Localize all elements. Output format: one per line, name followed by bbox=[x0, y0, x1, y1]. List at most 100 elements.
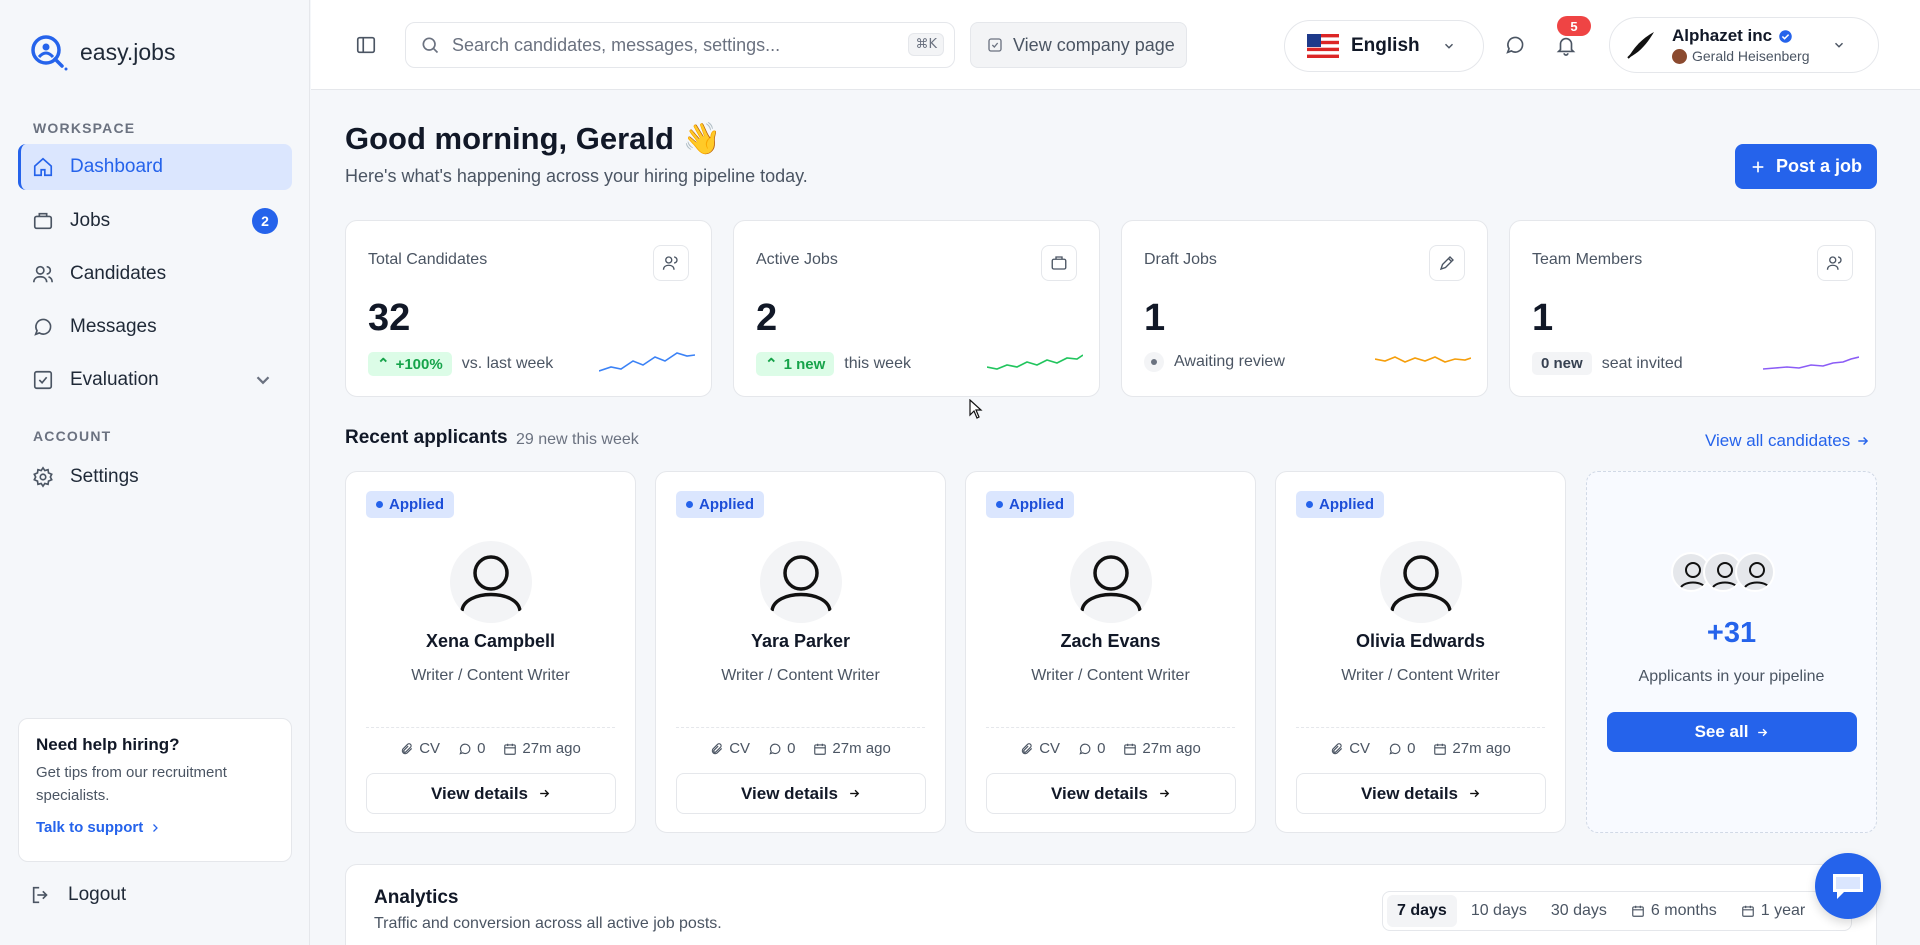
topbar: ⌘K View company page English 5 Alphazet … bbox=[311, 0, 1920, 90]
view-details-label: View details bbox=[430, 783, 528, 803]
sidebar-toggle-icon[interactable] bbox=[355, 34, 377, 56]
mouse-cursor-icon bbox=[969, 399, 983, 419]
cv-attachment[interactable]: CV bbox=[710, 740, 750, 757]
applicant-role: Writer / Content Writer bbox=[411, 667, 570, 684]
logout-label: Logout bbox=[68, 884, 127, 905]
stat-value: 32 bbox=[368, 297, 411, 339]
view-details-button[interactable]: View details bbox=[986, 773, 1236, 814]
more-applicants-count: +31 bbox=[1706, 617, 1757, 649]
checklist-icon bbox=[33, 370, 53, 390]
language-selector[interactable]: English bbox=[1284, 20, 1484, 72]
tab-30-days[interactable]: 30 days bbox=[1541, 895, 1617, 927]
view-all-candidates-link[interactable]: View all candidates bbox=[1705, 431, 1870, 451]
search-shortcut: ⌘K bbox=[908, 33, 944, 56]
status-label: Applied bbox=[1009, 496, 1064, 513]
arrow-right-icon bbox=[540, 789, 550, 798]
home-icon bbox=[33, 157, 53, 177]
brand-name: easy.jobs bbox=[80, 38, 176, 65]
comment-icon bbox=[1079, 743, 1091, 755]
sidebar-item-settings[interactable]: Settings bbox=[18, 454, 292, 500]
tab-1-year[interactable]: 1 year bbox=[1731, 895, 1815, 927]
applicant-role: Writer / Content Writer bbox=[721, 667, 880, 684]
tab-6-months[interactable]: 6 months bbox=[1621, 895, 1727, 927]
applied-time: 27m ago bbox=[1123, 740, 1201, 757]
view-details-button[interactable]: View details bbox=[676, 773, 926, 814]
search-input[interactable] bbox=[452, 34, 882, 56]
cv-attachment[interactable]: CV bbox=[1330, 740, 1370, 757]
chevron-down-icon bbox=[1444, 43, 1453, 49]
tab-10-days[interactable]: 10 days bbox=[1461, 895, 1537, 927]
comment-icon bbox=[1389, 743, 1401, 755]
cv-attachment[interactable]: CV bbox=[1020, 740, 1060, 757]
status-label: Applied bbox=[389, 496, 444, 513]
paperclip-icon bbox=[1022, 742, 1033, 754]
logo-icon bbox=[31, 35, 68, 71]
see-all-label: See all bbox=[1694, 722, 1749, 741]
messages-icon[interactable] bbox=[1504, 34, 1526, 56]
divider bbox=[676, 727, 925, 728]
trend-value: +100% bbox=[395, 355, 443, 373]
sparkline bbox=[1375, 356, 1471, 363]
stat-note: vs. last week bbox=[461, 355, 554, 372]
logout-button[interactable]: Logout bbox=[30, 884, 126, 906]
comments-count: 0 bbox=[458, 740, 485, 757]
view-details-button[interactable]: View details bbox=[366, 773, 616, 814]
chevron-right-icon bbox=[153, 823, 159, 832]
applicant-meta: CV 0 27m ago bbox=[966, 740, 1255, 757]
applicant-meta: CV 0 27m ago bbox=[656, 740, 945, 757]
talk-to-support-link[interactable]: Talk to support bbox=[36, 819, 274, 836]
paperclip-icon bbox=[712, 742, 723, 754]
trend-up-icon: ⌃ bbox=[765, 356, 778, 373]
sidebar-item-label: Jobs bbox=[70, 210, 111, 231]
help-card: Need help hiring? Get tips from our recr… bbox=[18, 718, 292, 862]
cv-label: CV bbox=[729, 740, 751, 757]
applicant-name[interactable]: Xena Campbell bbox=[425, 631, 556, 651]
arrow-right-icon bbox=[1758, 728, 1768, 736]
status-dot bbox=[686, 501, 693, 508]
applicant-card: Applied Zach Evans Writer / Content Writer… bbox=[965, 471, 1256, 833]
account-label: ACCOUNT bbox=[33, 428, 112, 444]
sidebar-item-dashboard[interactable]: Dashboard bbox=[18, 144, 292, 190]
status-badge: Applied bbox=[676, 491, 764, 518]
sidebar-item-messages[interactable]: Messages bbox=[18, 304, 292, 350]
account-info: Alphazet inc Gerald Heisenberg bbox=[1672, 26, 1810, 64]
help-text: Get tips from our recruitment specialist… bbox=[36, 764, 227, 804]
sidebar-item-evaluation[interactable]: Evaluation bbox=[18, 357, 292, 403]
applicant-name[interactable]: Yara Parker bbox=[750, 631, 851, 651]
post-job-button[interactable]: Post a job bbox=[1735, 144, 1877, 189]
view-company-page-button[interactable]: View company page bbox=[970, 22, 1187, 68]
stat-card-active-jobs: Active Jobs 2 ⌃ 1 new this week bbox=[733, 220, 1100, 397]
avatar bbox=[1735, 552, 1775, 592]
stat-footer: Awaiting review bbox=[1144, 352, 1285, 372]
applicant-meta: CV 0 27m ago bbox=[1276, 740, 1565, 757]
sidebar-item-label: Dashboard bbox=[70, 156, 163, 177]
account-company-name: Alphazet inc bbox=[1672, 26, 1773, 45]
chevron-down-icon bbox=[1834, 42, 1843, 48]
view-details-button[interactable]: View details bbox=[1296, 773, 1546, 814]
bell-icon[interactable] bbox=[1555, 33, 1577, 57]
language-label: English bbox=[1351, 35, 1420, 56]
applicant-card: Applied Olivia Edwards Writer / Content Wr… bbox=[1275, 471, 1566, 833]
sidebar-item-candidates[interactable]: Candidates bbox=[18, 251, 292, 297]
live-chat-button[interactable] bbox=[1815, 853, 1881, 919]
logout-icon bbox=[32, 886, 48, 904]
chat-icon bbox=[34, 318, 52, 336]
brand-logo[interactable]: easy.jobs bbox=[28, 32, 175, 72]
notification-count-badge: 5 bbox=[1557, 16, 1591, 36]
applicant-role: Writer / Content Writer bbox=[1031, 667, 1190, 684]
cv-attachment[interactable]: CV bbox=[400, 740, 440, 757]
tab-7-days[interactable]: 7 days bbox=[1387, 895, 1457, 927]
tab-label: 10 days bbox=[1470, 902, 1527, 919]
analytics-subtitle: Traffic and conversion across all active… bbox=[374, 915, 722, 932]
stat-value: 2 bbox=[756, 297, 778, 339]
see-all-button[interactable]: See all bbox=[1607, 712, 1857, 752]
applicant-name[interactable]: Olivia Edwards bbox=[1355, 631, 1486, 651]
tab-label: 7 days bbox=[1397, 902, 1447, 919]
time-value: 27m ago bbox=[522, 740, 581, 757]
applied-time: 27m ago bbox=[503, 740, 581, 757]
users-icon bbox=[33, 265, 53, 283]
applicant-name[interactable]: Zach Evans bbox=[1060, 631, 1161, 651]
sidebar-item-jobs[interactable]: Jobs 2 bbox=[18, 198, 292, 244]
avatar bbox=[1671, 552, 1711, 592]
account-menu[interactable]: Alphazet inc Gerald Heisenberg bbox=[1609, 17, 1879, 73]
